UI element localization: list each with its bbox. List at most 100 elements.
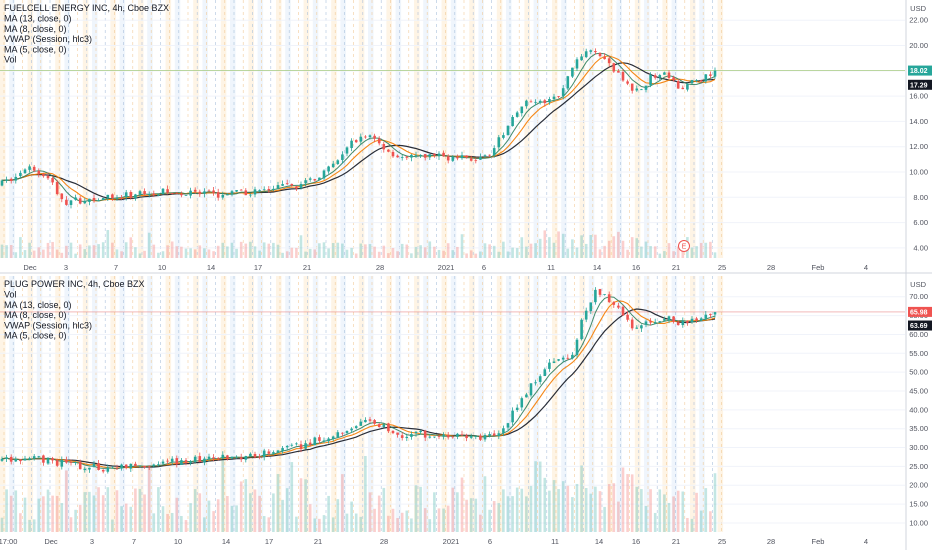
candle-body: [451, 436, 455, 438]
volume-bar: [382, 245, 386, 258]
volume-bar: [345, 249, 349, 258]
candle-body: [548, 99, 551, 103]
volume-bar: [502, 241, 505, 258]
session-band: [634, 276, 641, 532]
candle-body: [258, 190, 261, 191]
session-band: [55, 0, 61, 258]
volume-bar: [92, 495, 96, 532]
volume-bar: [258, 250, 261, 258]
candle-body: [147, 194, 151, 196]
volume-bar: [699, 242, 703, 258]
candle-body: [377, 138, 381, 144]
session-band: [395, 0, 402, 258]
volume-bar: [239, 481, 243, 532]
volume-bar: [364, 456, 367, 532]
candle-body: [180, 460, 183, 465]
volume-bar: [226, 495, 229, 532]
candle-body: [653, 75, 657, 78]
volume-bar: [180, 246, 183, 258]
volume-bar: [134, 488, 137, 532]
candle-body: [557, 359, 560, 361]
volume-bar: [603, 245, 606, 258]
session-band: [220, 276, 227, 532]
candle-body: [281, 184, 284, 186]
candle-body: [612, 63, 616, 72]
candle-body: [166, 460, 169, 462]
candle-body: [161, 461, 165, 464]
candle-body: [74, 461, 77, 463]
candle-body: [285, 446, 289, 448]
indicator-legend: MA (5, close, 0): [4, 44, 67, 54]
candle-body: [106, 194, 110, 198]
volume-bar: [253, 489, 257, 532]
volume-bar: [713, 252, 717, 258]
time-tick-label: 11: [551, 537, 559, 546]
volume-bar: [170, 512, 174, 532]
volume-bar: [180, 515, 183, 532]
volume-bar: [193, 249, 197, 258]
volume-bar: [511, 247, 514, 258]
volume-bar: [359, 516, 363, 532]
volume-bar: [304, 251, 307, 258]
candle-body: [584, 310, 588, 320]
candle-body: [51, 178, 54, 183]
candle-body: [437, 153, 441, 157]
candle-body: [101, 469, 105, 472]
candle-body: [529, 101, 533, 103]
session-band: [662, 276, 668, 532]
session-band: [165, 0, 172, 258]
volume-bar: [607, 240, 611, 258]
volume-bar: [88, 245, 91, 258]
candle-body: [433, 436, 436, 438]
volume-bar: [598, 491, 602, 532]
candle-body: [529, 383, 533, 396]
session-band: [174, 0, 181, 258]
volume-bar: [488, 509, 491, 532]
volume-bar: [681, 491, 685, 532]
volume-bar: [456, 246, 459, 258]
volume-bar: [644, 241, 648, 258]
session-band: [220, 0, 227, 258]
volume-bar: [479, 251, 482, 258]
candle-body: [442, 434, 445, 437]
session-band: [368, 0, 374, 258]
candle-body: [203, 191, 206, 194]
candle-body: [492, 148, 496, 156]
volume-bar: [55, 495, 59, 532]
candle-body: [405, 436, 409, 439]
volume-bar: [46, 242, 50, 258]
session-band: [450, 0, 457, 258]
volume-bar: [175, 497, 179, 532]
volume-bar: [9, 495, 13, 532]
currency-label: USD: [910, 4, 926, 13]
volume-bar: [506, 251, 510, 258]
volume-bar: [290, 462, 294, 532]
candle-body: [5, 457, 8, 460]
candle-body: [649, 320, 652, 323]
volume-bar: [101, 495, 105, 532]
candle-body: [221, 194, 225, 198]
volume-bar: [23, 497, 27, 532]
candle-body: [446, 435, 450, 438]
price-tick-label: 6.00: [913, 218, 928, 227]
time-tick-label: 28: [380, 537, 388, 546]
candle-body: [575, 59, 579, 69]
candle-body: [584, 51, 588, 58]
candle-body: [428, 436, 432, 438]
candle-body: [308, 442, 312, 445]
candle-body: [276, 450, 280, 453]
session-band: [64, 0, 70, 258]
candle-body: [488, 434, 491, 436]
candle-body: [55, 182, 59, 195]
volume-bar: [552, 480, 556, 532]
candle-body: [19, 172, 22, 177]
candle-body: [644, 85, 648, 90]
volume-bar: [350, 247, 353, 258]
time-tick-label: 4: [864, 537, 868, 546]
candle-body: [667, 72, 671, 78]
candle-body: [216, 457, 220, 459]
candle-body: [667, 316, 671, 320]
session-band: [165, 276, 172, 532]
session-band: [588, 276, 595, 532]
volume-bar: [428, 519, 432, 532]
